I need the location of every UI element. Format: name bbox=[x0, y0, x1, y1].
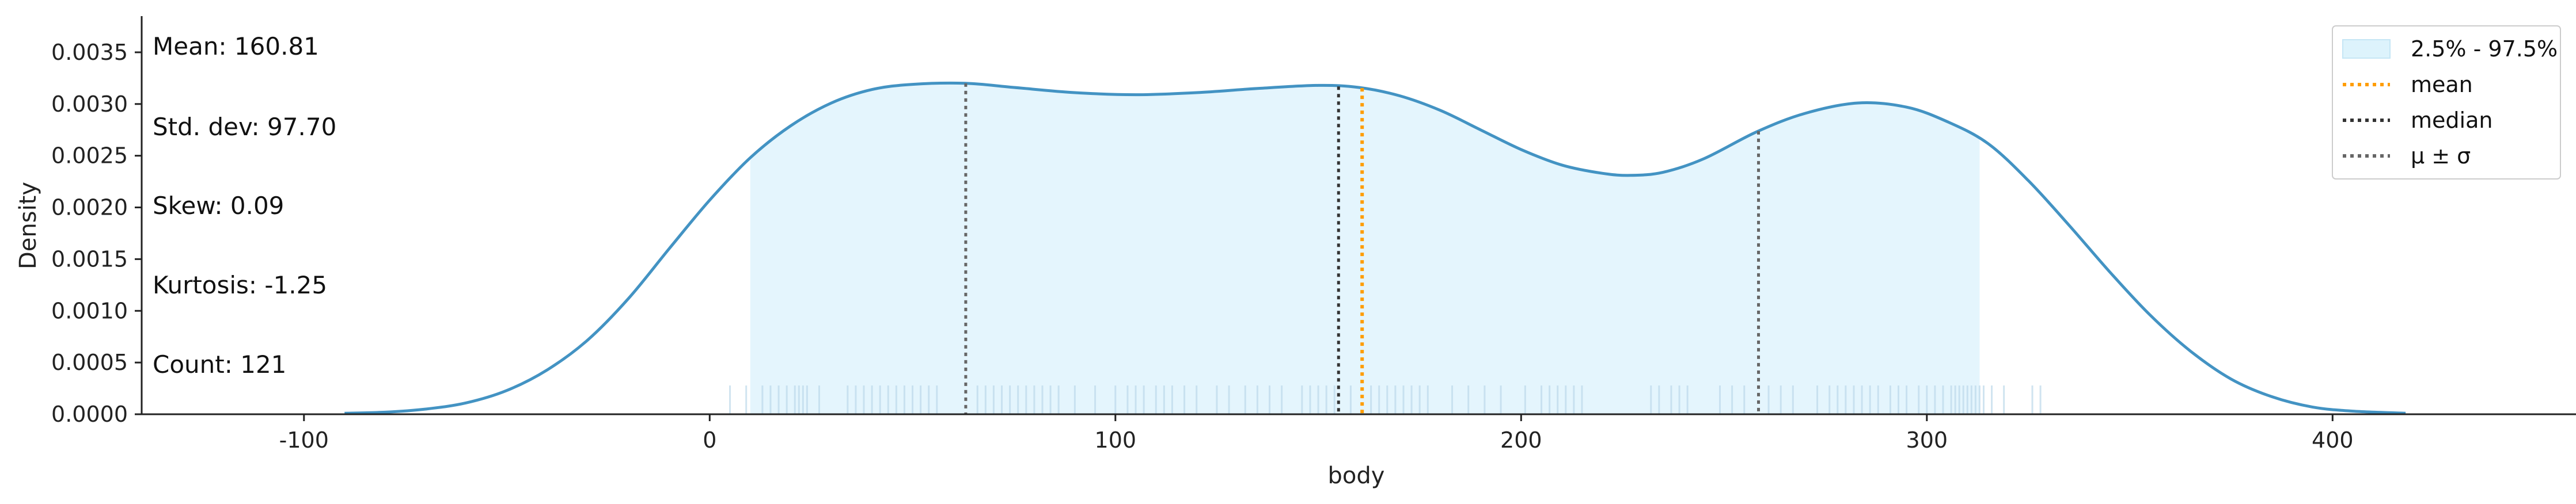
x-tick-label: 200 bbox=[1500, 427, 1542, 453]
axes-layer bbox=[141, 16, 2576, 415]
legend-swatch-interval bbox=[2342, 39, 2391, 59]
legend-label: median bbox=[2411, 108, 2492, 133]
rug-layer bbox=[729, 385, 2042, 414]
legend-label: μ ± σ bbox=[2411, 143, 2471, 169]
x-tick-label: 100 bbox=[1095, 427, 1137, 453]
y-tick-label: 0.0020 bbox=[51, 195, 128, 220]
y-tick-label: 0.0010 bbox=[51, 298, 128, 323]
stat-skew: Skew: 0.09 bbox=[153, 192, 284, 220]
x-tick-label: 300 bbox=[1906, 427, 1948, 453]
legend-label: mean bbox=[2411, 72, 2473, 97]
legend: 2.5% - 97.5% mean median μ ± σ bbox=[2332, 25, 2561, 180]
x-tick-label: 400 bbox=[2312, 427, 2354, 453]
y-tick-label: 0.0000 bbox=[51, 402, 128, 427]
x-axis-label: body bbox=[1328, 463, 1385, 489]
density-curve bbox=[344, 81, 2406, 415]
y-ticks: 0.0000 0.0005 0.0010 0.0015 0.0020 0.0025 0.00… bbox=[51, 40, 142, 427]
stat-std: Std. dev: 97.70 bbox=[153, 113, 336, 141]
y-tick-label: 0.0025 bbox=[51, 143, 128, 169]
density-curve-layer bbox=[344, 81, 2406, 415]
interval-fill-layer bbox=[750, 83, 1980, 415]
legend-items: 2.5% - 97.5% mean median μ ± σ bbox=[2342, 36, 2558, 169]
legend-label: 2.5% - 97.5% bbox=[2411, 36, 2558, 62]
y-axis-label: Density bbox=[15, 182, 41, 269]
x-tick-label: -100 bbox=[279, 427, 329, 453]
y-tick-label: 0.0035 bbox=[51, 40, 128, 65]
x-ticks: -100 0 100 200 300 400 bbox=[279, 414, 2354, 453]
interval-fill-area bbox=[750, 83, 1980, 415]
stat-mean: Mean: 160.81 bbox=[153, 32, 319, 60]
stat-kurtosis: Kurtosis: -1.25 bbox=[153, 271, 327, 299]
stat-count: Count: 121 bbox=[153, 350, 286, 379]
y-tick-label: 0.0005 bbox=[51, 350, 128, 375]
stats-panel: Mean: 160.81 Std. dev: 97.70 Skew: 0.09 … bbox=[153, 32, 336, 379]
legend-frame bbox=[2332, 25, 2561, 180]
reference-lines-layer bbox=[964, 83, 1761, 414]
x-tick-label: 0 bbox=[703, 427, 716, 453]
y-tick-label: 0.0030 bbox=[51, 91, 128, 117]
y-tick-label: 0.0015 bbox=[51, 246, 128, 272]
